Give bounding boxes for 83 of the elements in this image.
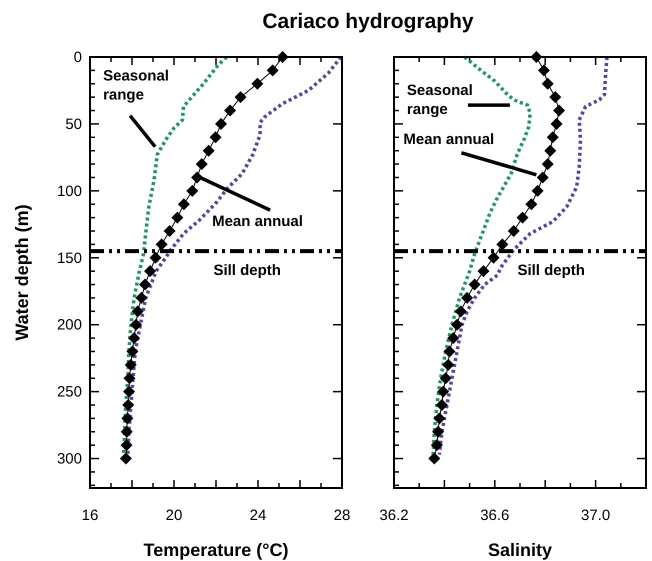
point <box>542 78 554 90</box>
point <box>124 358 137 371</box>
point <box>123 386 136 398</box>
point <box>251 78 264 90</box>
point <box>496 238 508 250</box>
ref-line-label: Sill depth <box>517 262 585 280</box>
point <box>447 332 460 344</box>
point <box>135 292 148 304</box>
x-tick-label: 16 <box>82 507 98 524</box>
point <box>516 212 529 224</box>
point <box>171 212 184 224</box>
point <box>437 386 450 398</box>
y-tick-label: 300 <box>56 450 82 468</box>
point <box>150 252 162 264</box>
point <box>120 452 132 465</box>
annotation: Mean annual <box>212 213 303 230</box>
point <box>461 292 474 304</box>
point <box>215 118 228 130</box>
y-tick-label: 100 <box>56 182 82 200</box>
point <box>536 171 549 184</box>
x-tick-label: 28 <box>334 507 350 524</box>
point <box>430 439 443 452</box>
point <box>128 332 140 344</box>
point <box>428 452 440 465</box>
y-tick-label: 50 <box>65 116 82 133</box>
y-tick-label: 150 <box>56 250 82 267</box>
point <box>234 91 247 104</box>
point <box>210 131 222 144</box>
point <box>549 91 562 104</box>
point <box>468 278 481 291</box>
point <box>120 439 133 452</box>
chart-title: Cariaco hydrography <box>262 10 474 33</box>
point <box>266 64 279 76</box>
point <box>132 305 144 318</box>
point <box>196 158 208 170</box>
y-tick-label: 0 <box>74 49 82 66</box>
x-tick-label: 36.6 <box>480 507 510 524</box>
point <box>451 318 463 331</box>
point <box>436 399 448 412</box>
point <box>553 104 566 117</box>
point <box>546 131 559 144</box>
point <box>532 184 544 197</box>
point <box>202 144 215 157</box>
point <box>443 345 456 358</box>
point <box>144 265 156 278</box>
x-axis-title: Salinity <box>488 540 552 560</box>
point <box>126 345 138 358</box>
point <box>121 412 134 424</box>
x-tick-label: 37.0 <box>581 507 610 524</box>
point <box>525 198 538 210</box>
point <box>508 225 520 238</box>
point <box>224 104 236 117</box>
point <box>440 372 452 384</box>
point <box>178 198 190 210</box>
point <box>123 372 136 384</box>
point <box>122 399 134 412</box>
point <box>156 238 168 250</box>
point <box>477 265 490 278</box>
annotation: Mean annual <box>403 130 494 148</box>
y-tick-label: 200 <box>56 316 82 334</box>
point <box>544 144 556 157</box>
x-axis-title: Temperature (°C) <box>144 540 288 560</box>
annotation: Seasonal range <box>406 82 473 118</box>
point <box>442 358 454 371</box>
y-axis-title: Water depth (m) <box>12 204 32 341</box>
x-tick-label: 24 <box>250 507 266 524</box>
point <box>433 412 446 424</box>
point <box>488 252 500 264</box>
point <box>186 184 198 197</box>
y-tick-label: 250 <box>56 384 82 401</box>
point <box>454 305 467 318</box>
point <box>164 225 176 238</box>
point <box>130 318 142 331</box>
x-tick-label: 20 <box>166 507 182 524</box>
point <box>432 426 444 438</box>
point <box>120 426 133 438</box>
annotation: Seasonal range <box>103 68 169 104</box>
point <box>538 64 550 76</box>
point <box>139 278 152 291</box>
x-tick-label: 36.2 <box>379 507 409 524</box>
point <box>550 118 563 130</box>
point <box>542 158 554 170</box>
ref-line-label: Sill depth <box>213 262 281 280</box>
